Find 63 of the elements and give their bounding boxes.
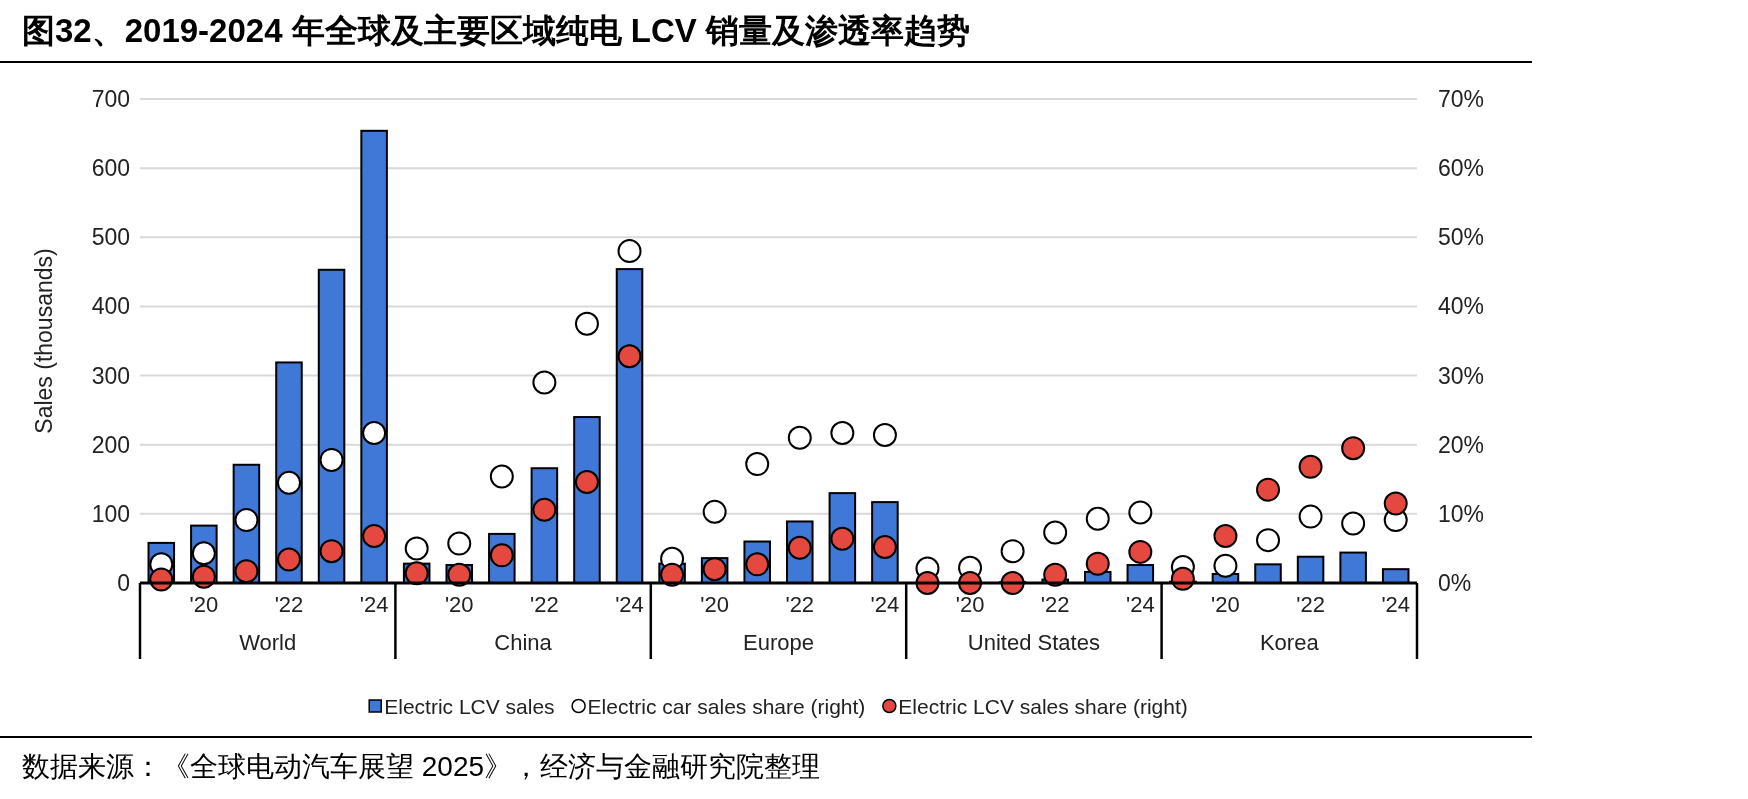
text: World: [239, 630, 297, 655]
point: [574, 470, 599, 495]
point: [276, 470, 301, 495]
point: [1085, 551, 1110, 576]
point: [319, 539, 344, 564]
text: Europe: [743, 630, 814, 655]
legend-label: Electric car sales share (right): [587, 695, 866, 718]
x-tick-label: '22: [1296, 592, 1325, 617]
y-tick-label: 100: [91, 500, 130, 527]
text: China: [494, 630, 553, 655]
source-note: 数据来源：《全球电动汽车展望 2025》，经济与金融研究院整理: [22, 751, 821, 782]
x-tick-label: '20: [189, 592, 219, 617]
point: [1043, 562, 1068, 587]
text: Korea: [1259, 630, 1320, 655]
point: [532, 497, 557, 522]
x-tick-label: '24: [1125, 592, 1155, 617]
y-tick-label: 200: [91, 431, 130, 458]
x-tick-label: '22: [274, 592, 304, 617]
y2-tick-label: 70%: [1438, 86, 1485, 112]
y-tick-label: 400: [91, 293, 130, 320]
x-tick-label: '24: [359, 592, 389, 617]
x-tick-label: '22: [530, 592, 559, 617]
legend-label: Electric LCV sales: [384, 695, 555, 718]
x-tick-label: '20: [444, 592, 474, 617]
x-tick-label: '24: [1381, 592, 1411, 617]
point: [1128, 500, 1153, 525]
x-tick-label: '24: [870, 592, 900, 617]
y2-tick-label: 0%: [1438, 570, 1472, 596]
y2-tick-label: 20%: [1438, 431, 1485, 458]
point: [702, 499, 727, 524]
y-tick-label: 700: [91, 86, 130, 112]
y-tick-label: 500: [91, 224, 130, 251]
point: [1341, 436, 1366, 461]
point: [1383, 491, 1408, 516]
x-tick-label: '24: [615, 592, 644, 617]
chart-title: 图32、2019-2024 年全球及主要区域纯电 LCV 销量及渗透率趋势: [22, 12, 971, 49]
y2-tick-label: 50%: [1438, 224, 1485, 251]
x-tick-label: '22: [1040, 592, 1070, 617]
point: [1256, 477, 1281, 502]
y-axis-title: Sales (thousands): [31, 248, 57, 434]
point: [362, 420, 387, 445]
point: [234, 508, 259, 533]
text: United States: [967, 630, 1100, 655]
point: [319, 447, 344, 472]
x-tick-label: '20: [955, 592, 985, 617]
y-tick-label: 600: [91, 155, 130, 182]
point: [617, 344, 642, 369]
y-tick-label: 0: [117, 570, 130, 596]
y2-tick-label: 30%: [1438, 362, 1485, 389]
point: [1298, 454, 1323, 479]
point: [362, 523, 387, 548]
point: [276, 547, 301, 572]
point: [1128, 539, 1153, 564]
legend-label: Electric LCV sales share (right): [898, 695, 1188, 718]
y2-tick-label: 60%: [1438, 155, 1485, 182]
point: [234, 559, 259, 584]
x-tick-label: '20: [700, 592, 729, 617]
point: [1213, 523, 1238, 548]
x-tick-label: '22: [785, 592, 815, 617]
y2-tick-label: 10%: [1438, 500, 1485, 527]
y-tick-label: 300: [91, 362, 130, 389]
y2-tick-label: 40%: [1438, 293, 1485, 320]
x-tick-label: '20: [1211, 592, 1240, 617]
